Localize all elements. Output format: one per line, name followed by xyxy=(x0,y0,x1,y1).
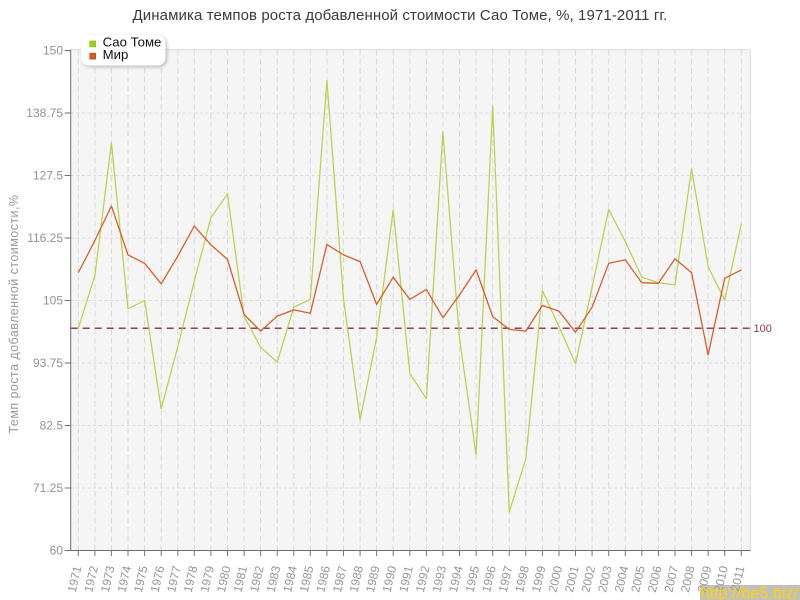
svg-text:1980: 1980 xyxy=(214,564,234,593)
svg-text:1991: 1991 xyxy=(396,564,416,593)
svg-text:150: 150 xyxy=(43,44,63,58)
svg-text:100: 100 xyxy=(754,323,772,335)
svg-text:2000: 2000 xyxy=(545,564,565,593)
svg-text:2002: 2002 xyxy=(579,564,599,593)
svg-text:1989: 1989 xyxy=(363,564,383,593)
svg-text:Темп роста добавленной стоимос: Темп роста добавленной стоимости,% xyxy=(7,195,21,434)
svg-text:1978: 1978 xyxy=(181,564,201,593)
svg-text:2007: 2007 xyxy=(661,564,681,593)
svg-text:1973: 1973 xyxy=(98,564,118,593)
svg-text:1996: 1996 xyxy=(479,564,499,593)
svg-text:1974: 1974 xyxy=(114,564,134,593)
svg-text:82.5: 82.5 xyxy=(40,419,64,433)
svg-text:1976: 1976 xyxy=(148,564,168,593)
svg-text:127.5: 127.5 xyxy=(33,169,63,183)
svg-text:2004: 2004 xyxy=(612,564,632,593)
svg-text:1981: 1981 xyxy=(230,564,250,593)
svg-text:1998: 1998 xyxy=(512,564,532,593)
svg-text:http://be5.biz/: http://be5.biz/ xyxy=(701,585,799,600)
svg-text:1994: 1994 xyxy=(446,564,466,593)
svg-text:1975: 1975 xyxy=(131,564,151,593)
svg-text:1992: 1992 xyxy=(413,564,433,593)
svg-text:1986: 1986 xyxy=(313,564,333,593)
svg-text:1999: 1999 xyxy=(529,564,549,593)
svg-text:Динамика темпов роста добавлен: Динамика темпов роста добавленной стоимо… xyxy=(133,7,668,24)
svg-text:1997: 1997 xyxy=(496,564,516,593)
svg-text:71.25: 71.25 xyxy=(33,481,63,495)
svg-text:1983: 1983 xyxy=(264,564,284,593)
svg-text:2005: 2005 xyxy=(628,564,648,593)
svg-text:1990: 1990 xyxy=(380,564,400,593)
svg-text:1971: 1971 xyxy=(65,564,85,593)
svg-text:2006: 2006 xyxy=(645,564,665,593)
svg-text:Мир: Мир xyxy=(103,47,129,62)
svg-text:1972: 1972 xyxy=(81,564,101,593)
svg-text:116.25: 116.25 xyxy=(27,231,63,245)
svg-text:1982: 1982 xyxy=(247,564,267,593)
svg-text:138.75: 138.75 xyxy=(26,106,63,120)
svg-text:1977: 1977 xyxy=(164,564,184,593)
svg-text:2003: 2003 xyxy=(595,564,615,593)
svg-text:2001: 2001 xyxy=(562,564,582,593)
svg-text:1984: 1984 xyxy=(280,564,300,593)
svg-text:1995: 1995 xyxy=(463,564,483,593)
svg-text:Сао Томе: Сао Томе xyxy=(103,35,162,50)
svg-text:1993: 1993 xyxy=(429,564,449,593)
svg-text:1985: 1985 xyxy=(297,564,317,593)
svg-text:105: 105 xyxy=(43,294,63,308)
svg-text:2008: 2008 xyxy=(678,564,698,593)
svg-text:60: 60 xyxy=(50,544,64,558)
svg-text:1987: 1987 xyxy=(330,564,350,593)
svg-text:1979: 1979 xyxy=(197,564,217,593)
svg-text:1988: 1988 xyxy=(347,564,367,593)
svg-text:93.75: 93.75 xyxy=(33,356,63,370)
